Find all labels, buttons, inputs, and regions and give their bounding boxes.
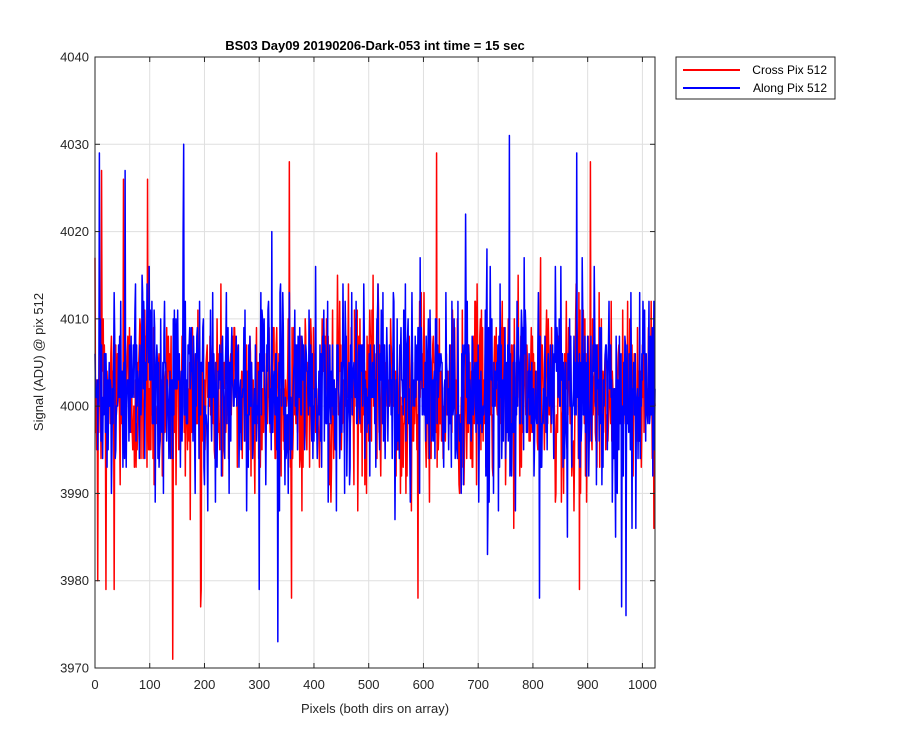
y-tick-label: 4000 [60, 399, 89, 414]
axis-ticks: 0 100 200 300 400 500 600 700 800 900 1000 3970 3980… [60, 50, 657, 693]
y-tick-label: 4040 [60, 50, 89, 65]
y-tick-label: 4010 [60, 311, 89, 326]
legend-label-cross: Cross Pix 512 [752, 63, 827, 77]
y-tick-label: 4020 [60, 224, 89, 239]
y-tick-label: 3970 [60, 661, 89, 676]
x-tick-label: 100 [139, 677, 161, 692]
x-tick-label: 900 [577, 677, 599, 692]
series-line-along [94, 134, 656, 643]
chart-title: BS03 Day09 20190206-Dark-053 int time = … [225, 38, 525, 53]
x-tick-label: 800 [522, 677, 544, 692]
x-tick-label: 200 [194, 677, 216, 692]
legend-label-along: Along Pix 512 [753, 81, 827, 95]
x-tick-label: 1000 [628, 677, 657, 692]
y-axis-label: Signal (ADU) @ pix 512 [31, 293, 46, 431]
x-axis-label: Pixels (both dirs on array) [301, 701, 449, 716]
x-tick-label: 400 [303, 677, 325, 692]
y-tick-label: 4030 [60, 137, 89, 152]
x-tick-label: 300 [248, 677, 270, 692]
x-tick-label: 700 [467, 677, 489, 692]
axes-box [94, 56, 656, 669]
legend: Cross Pix 512 Along Pix 512 [675, 56, 836, 100]
y-tick-label: 3990 [60, 486, 89, 501]
y-tick-label: 3980 [60, 573, 89, 588]
x-tick-label: 600 [413, 677, 435, 692]
legend-box [675, 56, 836, 100]
x-tick-label: 0 [91, 677, 98, 692]
x-tick-label: 500 [358, 677, 380, 692]
plot-area [94, 134, 656, 661]
